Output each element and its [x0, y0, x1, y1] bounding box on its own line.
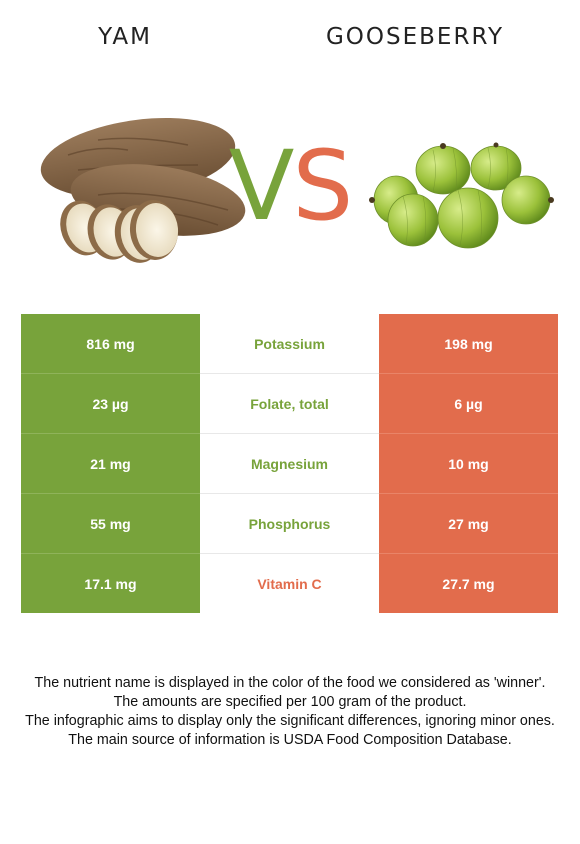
footer-note: The nutrient name is displayed in the co…: [34, 675, 546, 691]
left-food-value: 17.1 mg: [21, 553, 200, 613]
nutrient-name: Potassium: [200, 314, 379, 374]
nutrient-name: Vitamin C: [200, 553, 379, 613]
right-food-value: 27 mg: [379, 493, 558, 554]
nutrient-name: Magnesium: [200, 433, 379, 494]
left-food-title: YAM: [98, 24, 152, 50]
left-food-value: 55 mg: [21, 493, 200, 554]
right-food-value: 198 mg: [379, 314, 558, 374]
nutrient-row: 23 µg Folate, total 6 µg: [21, 373, 558, 434]
footer-note: The infographic aims to display only the…: [25, 713, 555, 729]
footer-note: The main source of information is USDA F…: [68, 732, 512, 748]
nutrient-row: 816 mg Potassium 198 mg: [21, 314, 558, 374]
footer-notes: The nutrient name is displayed in the co…: [20, 674, 560, 750]
nutrient-name: Phosphorus: [200, 493, 379, 554]
right-food-value: 27.7 mg: [379, 553, 558, 613]
left-food-value: 816 mg: [21, 314, 200, 374]
vs-s-letter: S: [292, 130, 353, 242]
right-food-value: 6 µg: [379, 373, 558, 434]
right-food-value: 10 mg: [379, 433, 558, 494]
nutrient-comparison-table: 816 mg Potassium 198 mg 23 µg Folate, total 6…: [21, 314, 558, 613]
vs-label: VS: [222, 136, 358, 236]
gooseberry-image: [369, 142, 554, 249]
yam-image: [40, 117, 246, 263]
nutrient-name: Folate, total: [200, 373, 379, 434]
footer-note: The amounts are specified per 100 gram o…: [113, 694, 467, 710]
left-food-value: 21 mg: [21, 433, 200, 494]
vs-v-letter: V: [228, 130, 295, 242]
nutrient-row: 21 mg Magnesium 10 mg: [21, 433, 558, 494]
right-food-title: GOOSEBERRY: [325, 24, 504, 50]
nutrient-row: 17.1 mg Vitamin C 27.7 mg: [21, 553, 558, 613]
nutrient-row: 55 mg Phosphorus 27 mg: [21, 493, 558, 554]
left-food-value: 23 µg: [21, 373, 200, 434]
